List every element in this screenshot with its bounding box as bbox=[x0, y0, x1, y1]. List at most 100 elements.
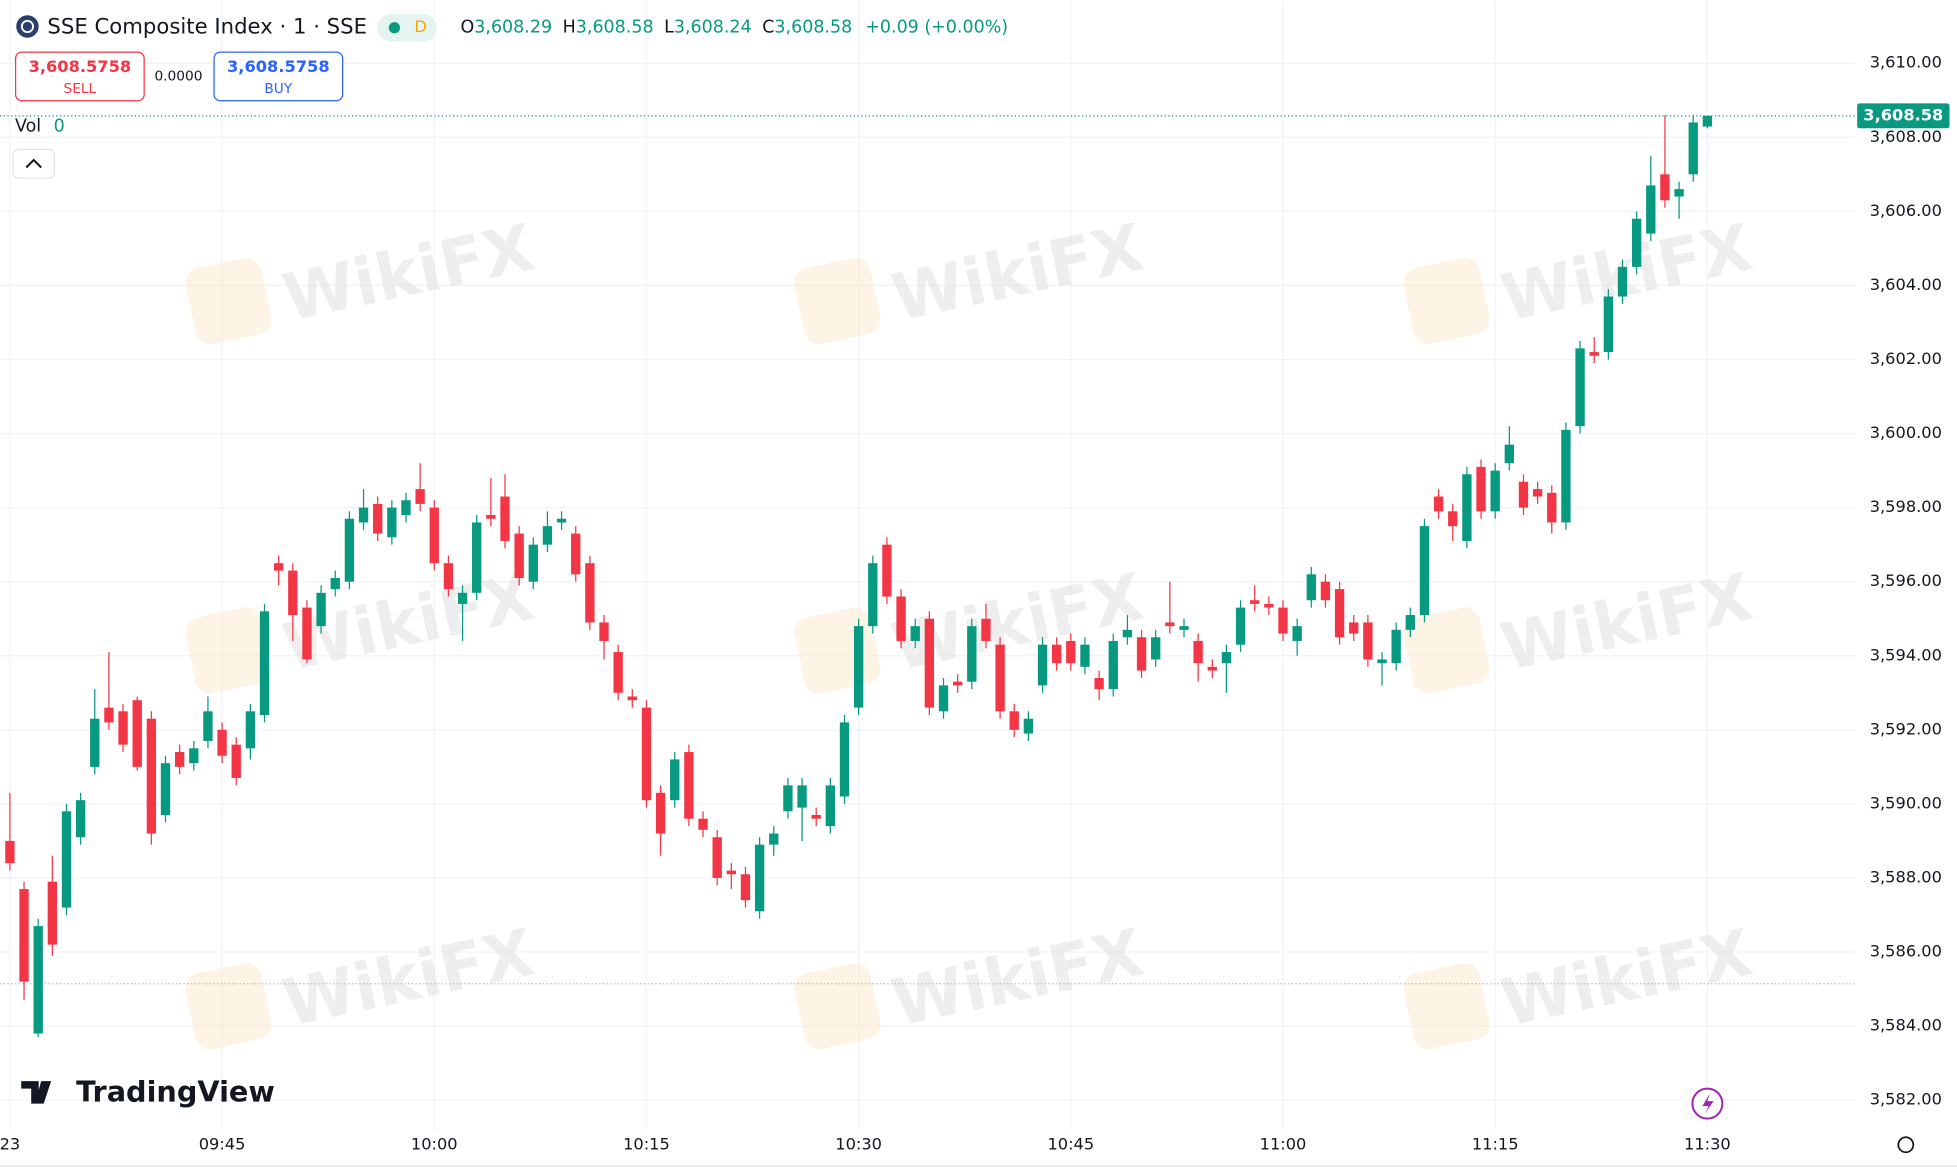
l-label: L bbox=[664, 18, 674, 38]
y-tick-label: 3,600.00 bbox=[1870, 423, 1942, 442]
watermark: WikiFX bbox=[1495, 560, 1759, 686]
candle-body bbox=[868, 563, 878, 627]
candle-body bbox=[1306, 574, 1316, 601]
settings-icon[interactable] bbox=[1897, 1136, 1915, 1154]
candle-body bbox=[288, 570, 298, 616]
brand: TradingView bbox=[76, 1075, 275, 1109]
candle-body bbox=[1504, 444, 1515, 464]
candle-body bbox=[1122, 629, 1133, 638]
candle-body bbox=[174, 752, 185, 767]
watermark-logo bbox=[1403, 963, 1490, 1050]
y-tick-label: 3,602.00 bbox=[1870, 349, 1942, 368]
candle-body bbox=[1589, 352, 1599, 356]
candle-body bbox=[61, 811, 72, 908]
candle-body bbox=[811, 815, 821, 819]
x-tick-label: 11:15 bbox=[1472, 1134, 1519, 1153]
candle-body bbox=[1264, 603, 1274, 608]
watermark-logo bbox=[794, 963, 881, 1050]
candle-body bbox=[1023, 718, 1034, 734]
candle-body bbox=[514, 533, 524, 578]
x-tick-label: 10:15 bbox=[623, 1134, 670, 1153]
candle-body bbox=[19, 889, 29, 982]
spread: 0.0000 bbox=[154, 68, 202, 84]
candle-body bbox=[132, 700, 142, 767]
candle-body bbox=[1476, 466, 1486, 512]
candle-body bbox=[1193, 640, 1203, 664]
y-tick-label: 3,592.00 bbox=[1870, 719, 1942, 738]
candle-body bbox=[825, 785, 836, 827]
collapse-icon bbox=[25, 158, 42, 169]
y-tick-label: 3,598.00 bbox=[1870, 497, 1942, 516]
candle-body bbox=[1448, 511, 1458, 527]
candle-body bbox=[1462, 474, 1472, 541]
candle-body bbox=[1108, 640, 1118, 690]
candle-body bbox=[952, 681, 963, 686]
buy-button[interactable] bbox=[213, 51, 344, 102]
candle-body bbox=[330, 577, 340, 590]
candle-body bbox=[1207, 666, 1217, 671]
last-price-label: 3,608.58 bbox=[1863, 105, 1943, 124]
candle-body bbox=[302, 607, 312, 660]
candle-body bbox=[472, 522, 482, 593]
candle-body bbox=[684, 752, 694, 819]
candle-body bbox=[1334, 589, 1345, 638]
candle-body bbox=[1674, 189, 1684, 197]
alert-bolt bbox=[1702, 1093, 1714, 1114]
candle-body bbox=[1094, 677, 1104, 690]
watermark-logo bbox=[185, 963, 272, 1050]
candle-body bbox=[33, 926, 43, 1034]
symbol-logo-inner bbox=[20, 19, 35, 34]
candle-body bbox=[839, 722, 850, 797]
candle-body bbox=[1151, 637, 1161, 660]
l-value: 3,608.24 bbox=[674, 18, 752, 38]
candle-body bbox=[712, 837, 722, 878]
buy-price: 3,608.5758 bbox=[227, 57, 330, 76]
candle-body bbox=[910, 626, 920, 641]
o-label: O bbox=[461, 18, 475, 38]
candle-body bbox=[1221, 652, 1232, 664]
candle-body bbox=[75, 800, 86, 838]
candle-body bbox=[486, 515, 496, 519]
candle-body bbox=[1490, 470, 1500, 512]
candle-body bbox=[146, 718, 157, 834]
candle-body bbox=[104, 707, 114, 723]
y-tick-label: 3,582.00 bbox=[1870, 1090, 1942, 1109]
sell-button[interactable] bbox=[14, 51, 145, 102]
y-tick-label: 3,590.00 bbox=[1870, 793, 1942, 812]
collapse-button[interactable] bbox=[12, 148, 55, 179]
change: +0.09 (+0.00%) bbox=[865, 18, 1008, 38]
candle-body bbox=[1433, 496, 1444, 512]
y-tick-label: 3,588.00 bbox=[1870, 867, 1942, 886]
watermark: WikiFX bbox=[277, 916, 541, 1042]
candle-body bbox=[1278, 607, 1288, 634]
c-value: 3,608.58 bbox=[774, 18, 852, 38]
candle-body bbox=[203, 711, 213, 741]
watermark-logo bbox=[1403, 607, 1490, 694]
candle-body bbox=[882, 544, 892, 597]
axes: 3,582.00 3,584.00 3,586.00 3,588.00 3,590.00… bbox=[0, 53, 1950, 1153]
x-tick-label: 10:00 bbox=[411, 1134, 458, 1153]
candle-body bbox=[655, 792, 666, 834]
y-tick-label: 3,586.00 bbox=[1870, 942, 1942, 961]
candle-body bbox=[1405, 615, 1415, 630]
candle-body bbox=[1066, 640, 1076, 664]
x-tick-label: 09:45 bbox=[199, 1134, 246, 1153]
candle-body bbox=[528, 544, 538, 582]
candle-body bbox=[995, 644, 1005, 712]
candle-body bbox=[1009, 711, 1019, 730]
x-tick-label: 11:00 bbox=[1260, 1134, 1307, 1153]
y-tick-label: 3,608.00 bbox=[1870, 127, 1942, 146]
vol-value: 0 bbox=[54, 116, 65, 136]
candle-body bbox=[670, 759, 680, 801]
y-tick-label: 3,594.00 bbox=[1870, 645, 1942, 664]
watermark-logo bbox=[185, 257, 272, 345]
candle-body bbox=[599, 622, 609, 641]
candle-body bbox=[259, 611, 270, 716]
h-label: H bbox=[563, 18, 576, 38]
candle-body bbox=[274, 563, 284, 571]
candle-body bbox=[1292, 626, 1302, 641]
y-tick-label: 3,604.00 bbox=[1870, 275, 1942, 294]
session: D bbox=[414, 17, 427, 36]
symbol-title: SSE Composite Index · 1 · SSE bbox=[47, 15, 367, 40]
symbol-logo bbox=[16, 15, 39, 38]
